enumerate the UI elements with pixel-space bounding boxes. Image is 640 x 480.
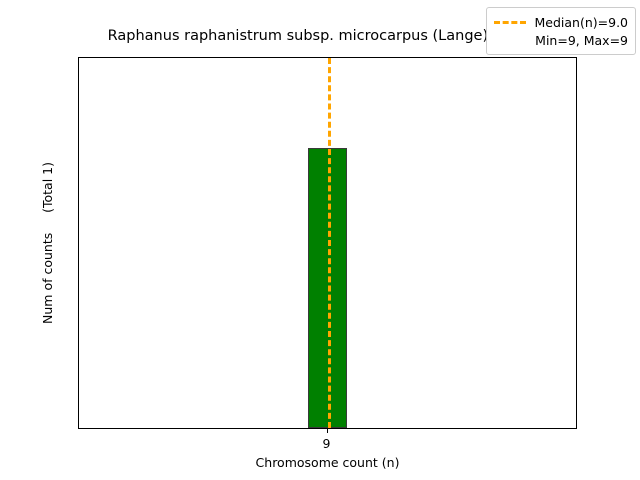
chart-legend: Median(n)=9.0 Min=9, Max=9 [485,7,636,55]
median-line [327,58,331,428]
y-tick-mark [78,148,79,149]
legend-label: Min=9, Max=9 [535,32,628,48]
x-tick-label: 9 [322,436,331,451]
x-axis-label: Chromosome count (n) [255,455,400,470]
y-axis-label: Num of counts (Total 1) [40,162,55,324]
chart-title: Raphanus raphanistrum subsp. microcarpus… [107,28,533,44]
y-axis: Num of counts (Total 1) [40,57,60,429]
legend-item: Median(n)=9.0 [493,13,629,31]
plot-area: 01 [78,57,577,429]
legend-item: Min=9, Max=9 [494,31,628,49]
x-tick-mark [326,429,328,433]
legend-dashed-line-icon [493,20,526,24]
x-axis: 9 [78,429,577,459]
legend-label: Median(n)=9.0 [534,14,629,30]
